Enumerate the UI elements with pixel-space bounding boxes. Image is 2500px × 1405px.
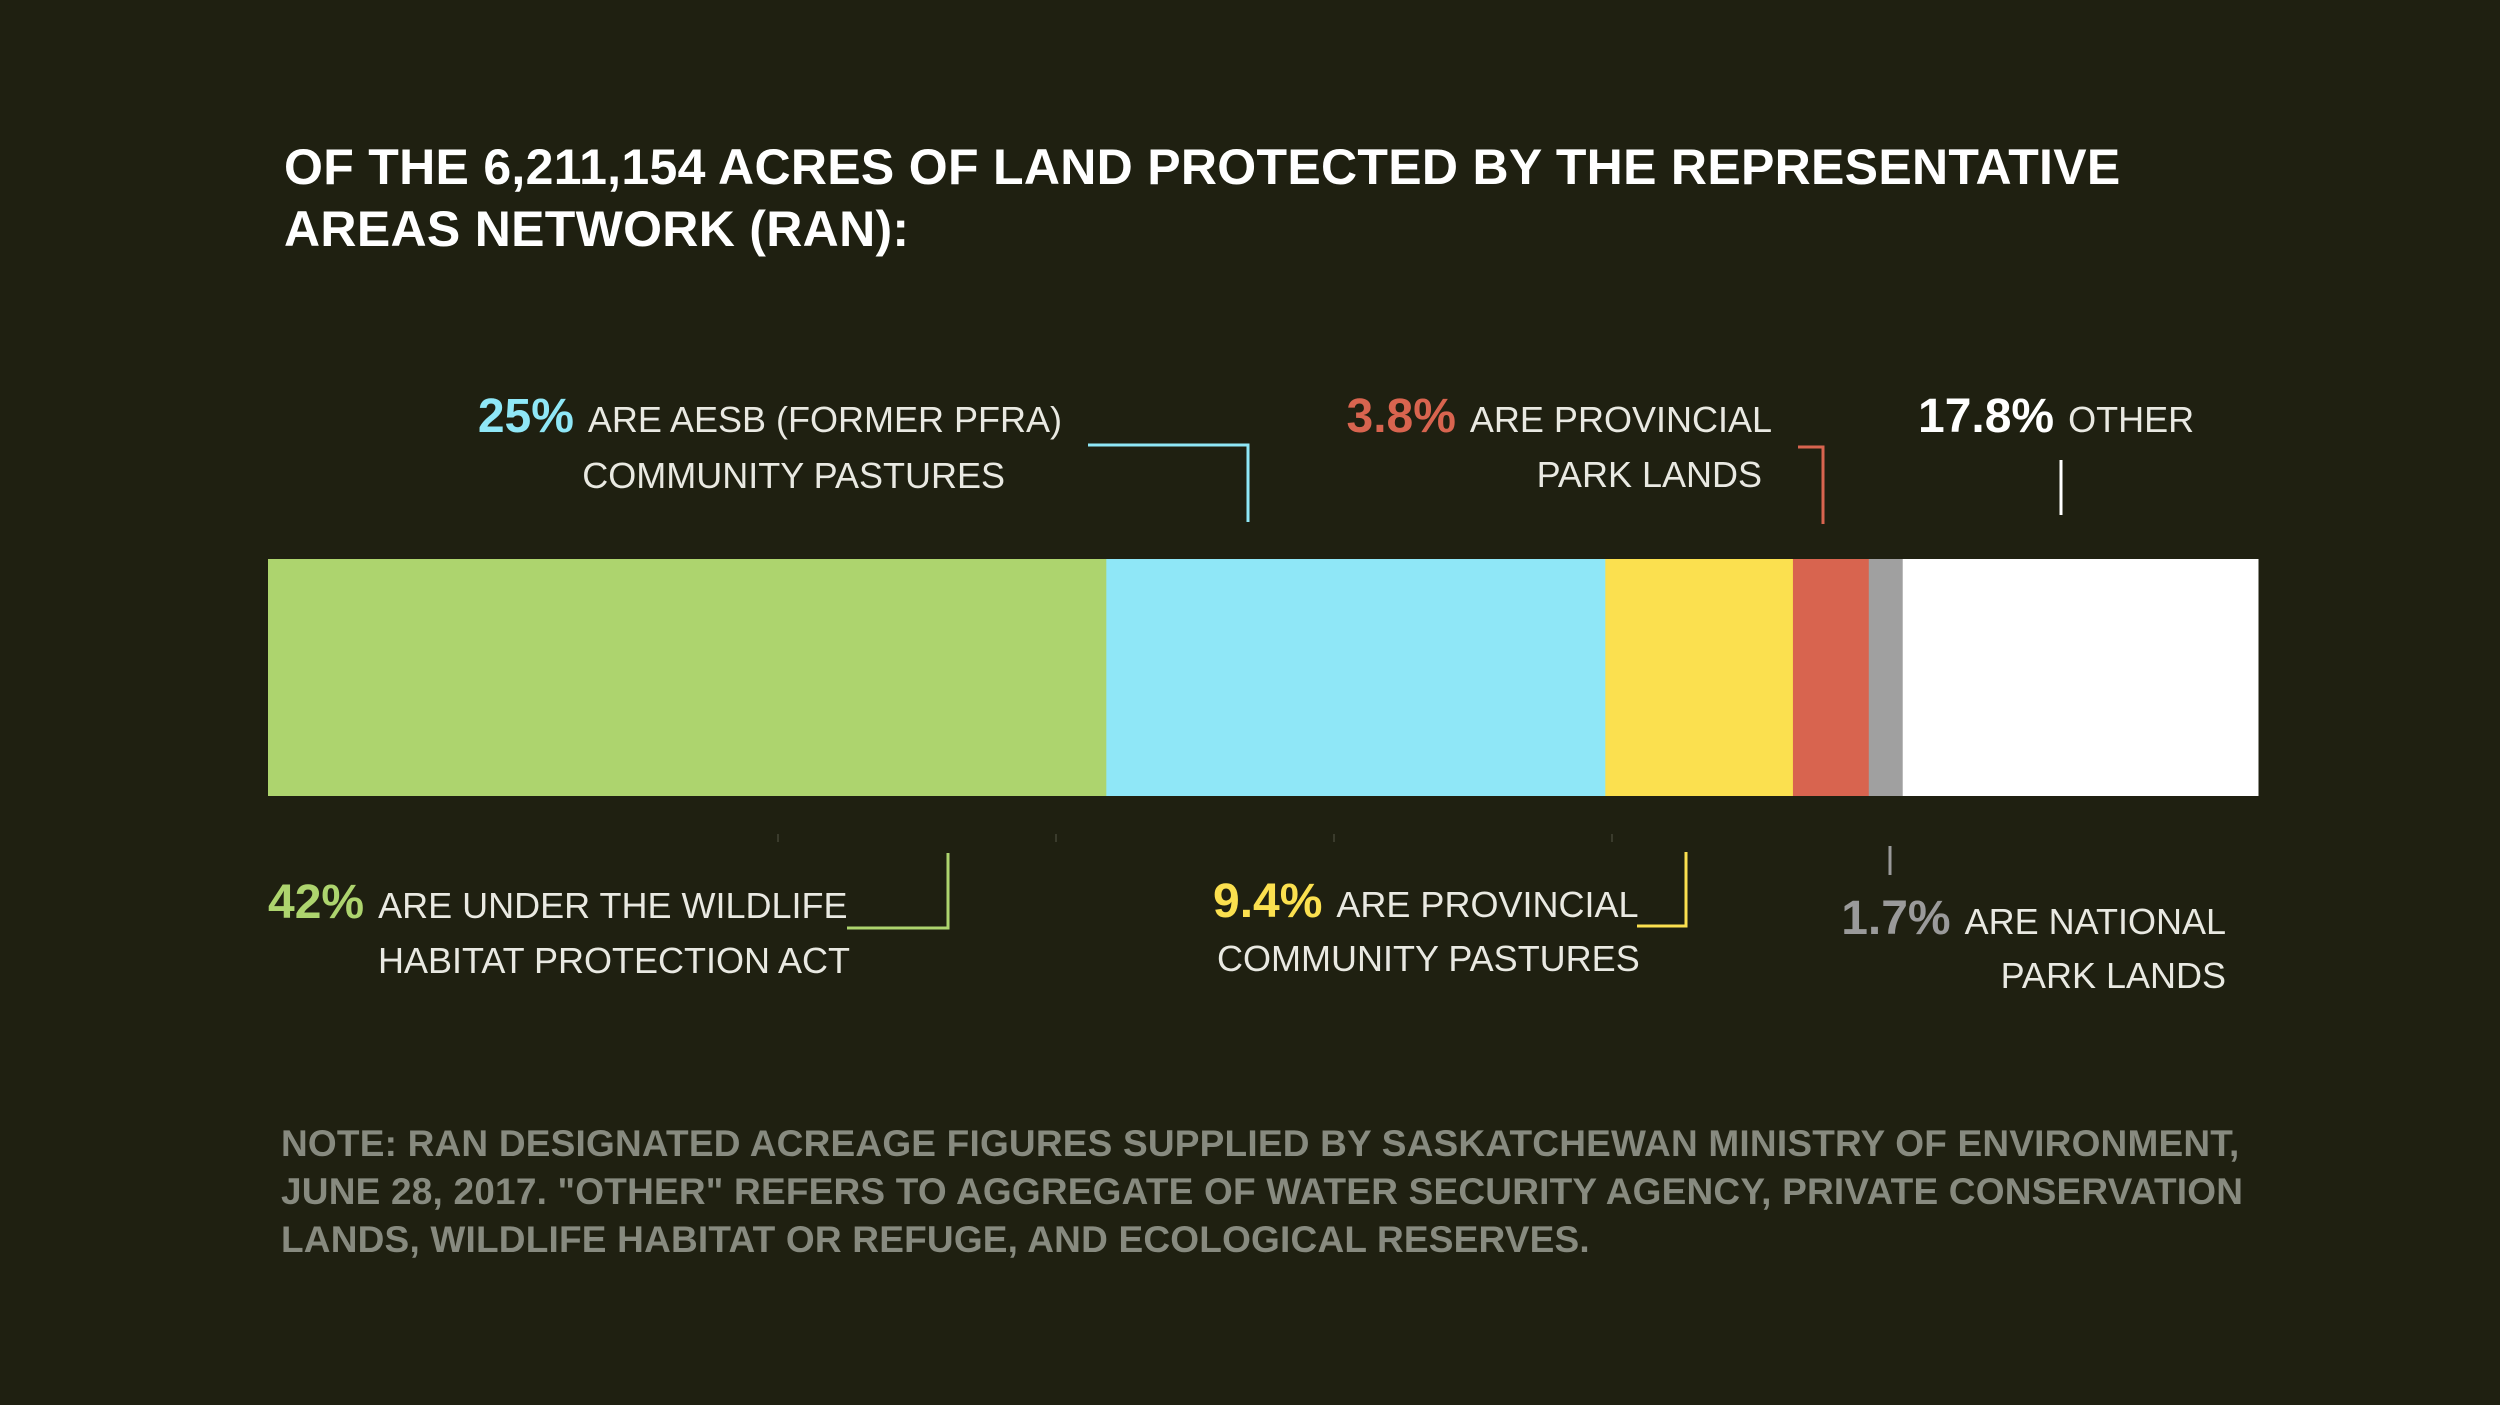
category-label-national-park: ARE NATIONAL xyxy=(1965,901,2226,942)
category-label-line2-wildlife: HABITAT PROTECTION ACT xyxy=(378,940,850,981)
percent-label-aesb: 25% xyxy=(478,390,574,443)
category-label-line2-national-park: PARK LANDS xyxy=(2001,955,2226,996)
label-line1-national-park: 1.7% ARE NATIONAL xyxy=(1841,892,2226,945)
label-line1-aesb: 25% ARE AESB (FORMER PFRA) xyxy=(478,390,1062,443)
leader-line-prov-pastures xyxy=(1637,852,1688,928)
bar-segment-other xyxy=(1902,559,2259,796)
category-label-line2-aesb: COMMUNITY PASTURES xyxy=(582,455,1005,496)
category-label-wildlife: ARE UNDER THE WILDLIFE xyxy=(378,885,847,926)
category-label-aesb: ARE AESB (FORMER PFRA) xyxy=(588,399,1062,440)
bar-segment-prov-park xyxy=(1792,559,1870,796)
bar-segment-wildlife xyxy=(268,559,1107,796)
leader-line-wildlife xyxy=(847,853,950,930)
label-line1-prov-park: 3.8% ARE PROVINCIAL xyxy=(1347,390,1773,443)
category-label-line2-prov-park: PARK LANDS xyxy=(1537,454,1762,495)
category-label-line2-prov-pastures: COMMUNITY PASTURES xyxy=(1217,938,1640,979)
bar-segment-prov-pastures xyxy=(1605,559,1794,796)
leader-line-prov-park xyxy=(1798,445,1825,524)
percent-label-other: 17.8% xyxy=(1918,390,2054,443)
source-note: NOTE: RAN DESIGNATED ACREAGE FIGURES SUP… xyxy=(281,1123,2244,1260)
percent-label-national-park: 1.7% xyxy=(1841,892,1950,945)
label-line1-wildlife: 42% ARE UNDER THE WILDLIFE xyxy=(268,876,847,929)
label-line1-other: 17.8% OTHER xyxy=(1918,390,2194,443)
percent-label-prov-pastures: 9.4% xyxy=(1213,875,1322,928)
percent-label-prov-park: 3.8% xyxy=(1347,390,1456,443)
chart-title: OF THE 6,211,154 ACRES OF LAND PROTECTED… xyxy=(284,139,2121,257)
category-label-other: OTHER xyxy=(2068,399,2194,440)
bar-segment-aesb xyxy=(1106,559,1606,796)
label-line1-prov-pastures: 9.4% ARE PROVINCIAL xyxy=(1213,875,1639,928)
category-label-prov-park: ARE PROVINCIAL xyxy=(1470,399,1772,440)
leader-line-aesb xyxy=(1088,443,1250,522)
bar-segment-national-park xyxy=(1868,559,1904,796)
percent-label-wildlife: 42% xyxy=(268,876,364,929)
category-label-prov-pastures: ARE PROVINCIAL xyxy=(1336,884,1638,925)
